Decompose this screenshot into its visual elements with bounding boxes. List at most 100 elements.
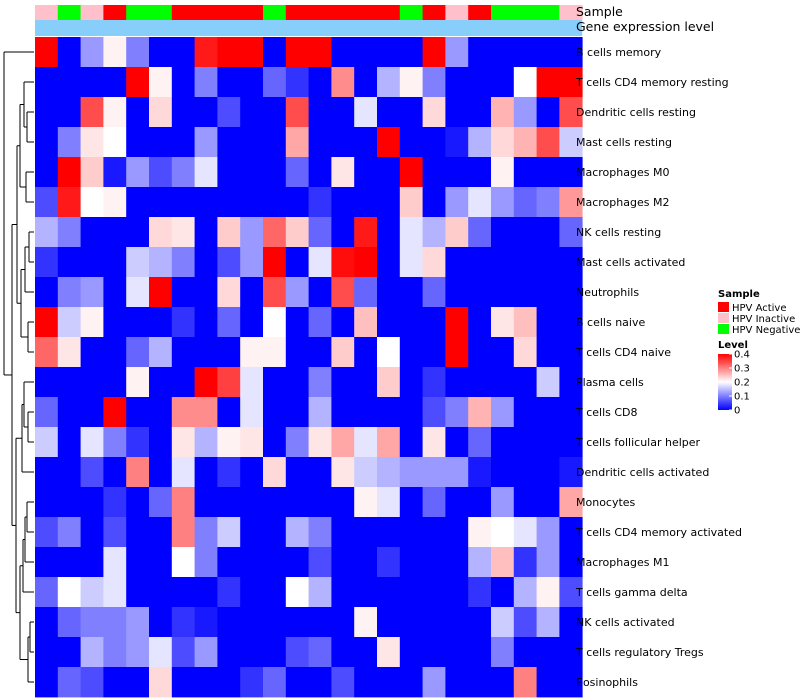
heatmap-cell — [263, 667, 287, 698]
heatmap-cell — [285, 37, 309, 68]
heatmap-cell — [240, 577, 264, 608]
heatmap-cell — [103, 217, 127, 248]
row-label: T cells regulatory Tregs — [575, 646, 704, 659]
heatmap-cell — [399, 67, 423, 98]
heatmap-cell — [263, 517, 287, 548]
heatmap-cell — [194, 637, 218, 668]
heatmap-cell — [57, 667, 81, 698]
heatmap-cell — [399, 667, 423, 698]
heatmap-cell — [80, 217, 104, 248]
heatmap-cell — [377, 487, 401, 518]
heatmap-cell — [240, 277, 264, 308]
heatmap-cell — [57, 247, 81, 278]
heatmap-cell — [194, 607, 218, 638]
heatmap-cell — [80, 277, 104, 308]
heatmap-cell — [422, 37, 446, 68]
heatmap-cell — [35, 607, 59, 638]
heatmap-cell — [536, 37, 560, 68]
heatmap-cell — [491, 157, 515, 188]
heatmap-cell — [194, 457, 218, 488]
heatmap-cell — [559, 367, 583, 398]
heatmap-cell — [422, 337, 446, 368]
heatmap-cell — [354, 667, 378, 698]
row-label: Macrophages M1 — [576, 556, 669, 569]
heatmap-cell — [377, 307, 401, 338]
heatmap-cell — [331, 97, 355, 128]
heatmap-cell — [445, 397, 469, 428]
heatmap-cell — [422, 667, 446, 698]
heatmap-cell — [217, 397, 241, 428]
heatmap-cell — [80, 157, 104, 188]
heatmap-cell — [285, 67, 309, 98]
heatmap-cell — [126, 397, 150, 428]
heatmap-cell — [377, 607, 401, 638]
heatmap-cell — [263, 487, 287, 518]
heatmap-cell — [331, 517, 355, 548]
heatmap-cell — [399, 187, 423, 218]
heatmap-cell — [354, 97, 378, 128]
heatmap-cell — [35, 667, 59, 698]
heatmap-cell — [536, 67, 560, 98]
heatmap-cell — [149, 397, 173, 428]
heatmap-cell — [126, 157, 150, 188]
heatmap-cell — [559, 217, 583, 248]
sample-cell — [240, 5, 264, 20]
heatmap-cell — [149, 457, 173, 488]
heatmap-cell — [445, 187, 469, 218]
heatmap-cell — [126, 367, 150, 398]
heatmap-cell — [263, 457, 287, 488]
heatmap-cell — [354, 607, 378, 638]
heatmap-cell — [171, 37, 195, 68]
heatmap-cell — [468, 97, 492, 128]
level-tick-label: 0.4 — [734, 350, 750, 361]
heatmap-cell — [171, 577, 195, 608]
heatmap-cell — [194, 547, 218, 578]
heatmap-cell — [171, 67, 195, 98]
heatmap-cell — [57, 607, 81, 638]
heatmap-cell — [513, 427, 537, 458]
heatmap-cell — [331, 667, 355, 698]
heatmap-cell — [331, 637, 355, 668]
heatmap-cell — [468, 667, 492, 698]
heatmap-cell — [80, 427, 104, 458]
heatmap-cell — [468, 427, 492, 458]
heatmap-cell — [468, 457, 492, 488]
heatmap-cell — [536, 517, 560, 548]
heatmap-cell — [103, 547, 127, 578]
heatmap-cell — [536, 217, 560, 248]
heatmap-cell — [536, 337, 560, 368]
heatmap-cell — [491, 547, 515, 578]
heatmap-cell — [240, 187, 264, 218]
heatmap-cell — [536, 457, 560, 488]
sample-cell — [171, 5, 195, 20]
heatmap-cell — [80, 97, 104, 128]
heatmap-cell — [171, 547, 195, 578]
heatmap-cell — [171, 667, 195, 698]
heatmap-cell — [171, 127, 195, 158]
heatmap-cell — [194, 277, 218, 308]
heatmap-cell — [331, 217, 355, 248]
heatmap-cell — [126, 217, 150, 248]
heatmap-cell — [194, 577, 218, 608]
heatmap-cell — [194, 337, 218, 368]
heatmap-cell — [217, 157, 241, 188]
heatmap-cell — [468, 127, 492, 158]
heatmap-cell — [80, 457, 104, 488]
heatmap-cell — [171, 487, 195, 518]
heatmap-cell — [240, 367, 264, 398]
heatmap-cell — [422, 367, 446, 398]
heatmap-cell — [377, 157, 401, 188]
heatmap-cell — [377, 547, 401, 578]
heatmap-cell — [559, 637, 583, 668]
heatmap-cell — [559, 97, 583, 128]
heatmap-cell — [149, 127, 173, 158]
heatmap-cell — [354, 67, 378, 98]
heatmap-cell — [35, 247, 59, 278]
heatmap-cell — [536, 487, 560, 518]
heatmap-cell — [308, 607, 332, 638]
heatmap-cell — [491, 397, 515, 428]
heatmap-cell — [57, 217, 81, 248]
row-label: Dendritic cells resting — [576, 106, 696, 119]
heatmap-cell — [354, 637, 378, 668]
heatmap-cell — [285, 157, 309, 188]
